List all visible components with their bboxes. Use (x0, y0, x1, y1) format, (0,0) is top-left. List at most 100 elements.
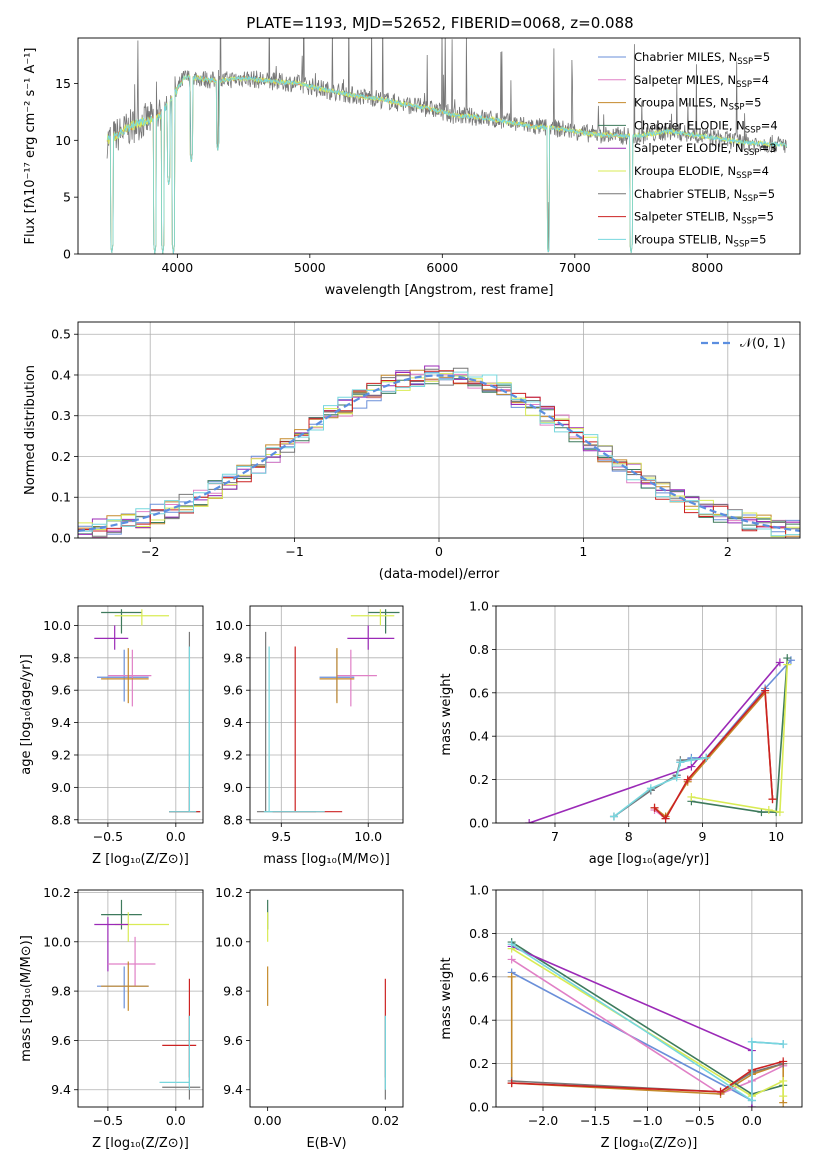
weight-marker (687, 756, 696, 765)
weight-marker (716, 1087, 725, 1096)
weight-marker (646, 784, 655, 793)
legend-entry: Chabrier STELIB, NSSP=5 (634, 187, 775, 204)
legend-n-prefix: , N (726, 187, 742, 201)
x-tick-label: 7 (551, 829, 559, 844)
y-tick-label: 9.6 (223, 683, 243, 698)
y-tick-label: 15 (55, 76, 71, 91)
y-tick-label: 9.6 (223, 1033, 243, 1048)
weight-marker (779, 1057, 788, 1066)
y-tick-label: 9.6 (51, 683, 71, 698)
y-tick-label: 5 (63, 190, 71, 205)
x-tick-label: 0.0 (166, 1113, 186, 1128)
y-axis-label: Flux [fλ10⁻¹⁷ erg cm⁻² s⁻¹ A⁻¹] (23, 48, 38, 245)
y-tick-label: 9.6 (51, 1033, 71, 1048)
y-tick-label: 0.2 (469, 772, 489, 787)
weight-marker (672, 773, 681, 782)
weight-marker (661, 814, 670, 823)
errorbar-point (263, 646, 325, 813)
weight-line (653, 688, 774, 821)
x-tick-label: 9 (698, 829, 706, 844)
weight-lines (525, 654, 795, 823)
histograms (78, 365, 800, 538)
legend-n-prefix: , N (720, 164, 736, 178)
errorbar-point (101, 648, 149, 704)
weight-line (511, 943, 784, 1102)
weight-marker (676, 758, 685, 767)
y-tick-label: 9.4 (223, 1082, 243, 1097)
y-tick-label: 10.0 (43, 934, 71, 949)
legend-n: =4 (752, 164, 769, 178)
y-tick-label: 0.0 (469, 816, 489, 831)
errorbar-point (169, 631, 201, 813)
legend-name: Chabrier MILES (634, 50, 721, 64)
legend-n: =5 (744, 96, 761, 110)
legend-name: Salpeter MILES (634, 73, 720, 87)
y-tick-label: 1.0 (469, 599, 489, 614)
y-tick-label: 0.3 (51, 408, 71, 423)
errorbar-point (107, 649, 152, 707)
weight-line (691, 664, 789, 814)
x-tick-label: 6000 (426, 260, 458, 275)
x-axis-label: E(B-V) (306, 1136, 346, 1151)
weight-line (654, 690, 774, 818)
legend-sub: SSP (741, 217, 757, 227)
y-tick-label: 10.2 (215, 885, 243, 900)
weight-line (691, 658, 789, 813)
panel-mass_vs_EBV: 0.00 0.02 9.4 9.6 9.8 10.0 10.2 E(B-V) (215, 885, 404, 1151)
errorbar-point (256, 631, 317, 813)
y-tick-label: 0.4 (469, 729, 489, 744)
x-tick-label: 10.0 (354, 829, 382, 844)
x-tick-label: 1 (579, 544, 587, 559)
y-tick-label: 0.1 (51, 490, 71, 505)
errorbar-point (169, 646, 197, 813)
legend-n: =5 (753, 50, 770, 64)
x-tick-label: 9.5 (271, 829, 291, 844)
panel-age_vs_mass: 9.5 10.0 8.8 9.0 9.2 9.4 9.6 9.8 10.0 mass [log₁₀… (215, 605, 404, 867)
legend-entry: Salpeter STELIB, NSSP=5 (634, 210, 774, 227)
errorbars (94, 609, 201, 813)
weight-marker (507, 940, 516, 949)
weight-marker (775, 658, 784, 667)
axes-frame (495, 605, 803, 824)
x-tick-label: 0.00 (254, 1113, 282, 1128)
figure-title: PLATE=1193, MJD=52652, FIBERID=0068, z=0… (246, 14, 633, 32)
errorbar-point (159, 1015, 191, 1090)
legend: 𝒩(0, 1) (701, 335, 786, 350)
legend-entry: Kroupa ELODIE, NSSP=4 (634, 164, 769, 181)
y-tick-label: 9.8 (223, 650, 243, 665)
x-tick-label: 0.02 (371, 1113, 399, 1128)
weight-marker (747, 1096, 756, 1105)
y-tick-label: 0.4 (51, 367, 71, 382)
weight-marker (768, 795, 777, 804)
y-tick-label: 10 (55, 133, 71, 148)
weight-marker (779, 1040, 788, 1049)
y-tick-label: 0.8 (469, 926, 489, 941)
legend-entry: Kroupa MILES, NSSP=5 (634, 96, 761, 113)
legend-n-prefix: , N (728, 141, 744, 155)
x-tick-label: 7000 (559, 260, 591, 275)
legend-n: =5 (757, 210, 774, 224)
y-tick-label: 9.4 (51, 715, 71, 730)
weight-line (511, 958, 784, 1095)
x-tick-label: −2.0 (528, 1113, 558, 1128)
legend-sub: SSP (737, 57, 753, 67)
axes-frame (249, 889, 404, 1108)
legend-entry: Kroupa STELIB, NSSP=5 (634, 232, 766, 249)
x-axis-label: mass [log₁₀(M/M⊙)] (263, 852, 390, 867)
errorbar-point (101, 609, 142, 634)
legend-n: =5 (758, 187, 775, 201)
errorbar-point (336, 649, 377, 707)
legend-entry: Chabrier ELODIE, NSSP=4 (634, 118, 778, 135)
y-tick-label: 8.8 (51, 812, 71, 827)
x-tick-label: 4000 (161, 260, 193, 275)
weight-marker (650, 803, 659, 812)
x-tick-label: 8000 (691, 260, 723, 275)
legend-entry: Salpeter ELODIE, NSSP=3 (634, 141, 777, 158)
legend-n-prefix: , N (718, 232, 734, 246)
legend-n: =3 (760, 141, 777, 155)
legend-n: =4 (761, 118, 778, 132)
y-tick-label: 0.6 (469, 969, 489, 984)
y-axis-label: Normed distribution (23, 365, 38, 495)
errorbar-point (94, 625, 129, 650)
